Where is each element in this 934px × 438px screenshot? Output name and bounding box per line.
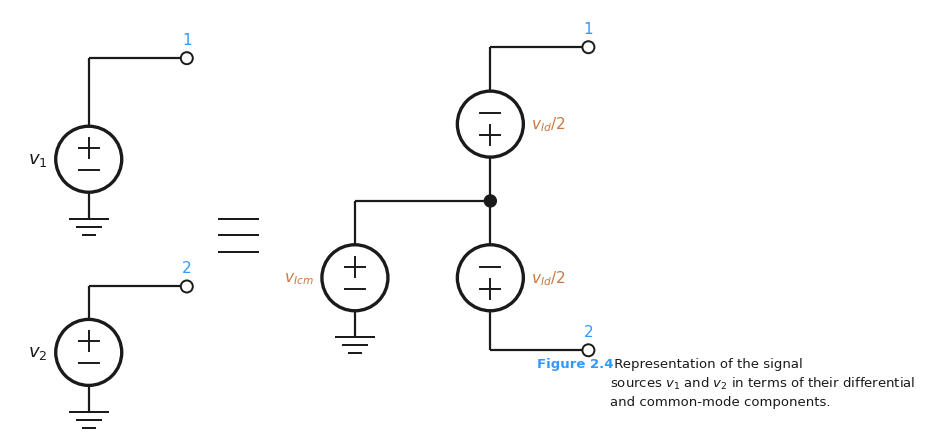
- Text: $v_{Icm}$: $v_{Icm}$: [284, 270, 314, 286]
- Text: Figure 2.4: Figure 2.4: [537, 357, 614, 370]
- Text: 1: 1: [182, 33, 191, 48]
- Circle shape: [583, 345, 594, 357]
- Text: $v_1$: $v_1$: [28, 151, 48, 169]
- Text: 2: 2: [584, 325, 593, 339]
- Circle shape: [485, 195, 496, 208]
- Text: $v_{Id}/2$: $v_{Id}/2$: [531, 116, 565, 134]
- Text: $v_{Id}/2$: $v_{Id}/2$: [531, 269, 565, 287]
- Text: Representation of the signal
sources $v_1$ and $v_2$ in terms of their different: Representation of the signal sources $v_…: [610, 357, 915, 408]
- Text: 2: 2: [182, 261, 191, 276]
- Circle shape: [181, 281, 192, 293]
- Circle shape: [583, 42, 594, 54]
- Text: $v_2$: $v_2$: [28, 343, 48, 362]
- Text: 1: 1: [584, 22, 593, 37]
- Circle shape: [181, 53, 192, 65]
